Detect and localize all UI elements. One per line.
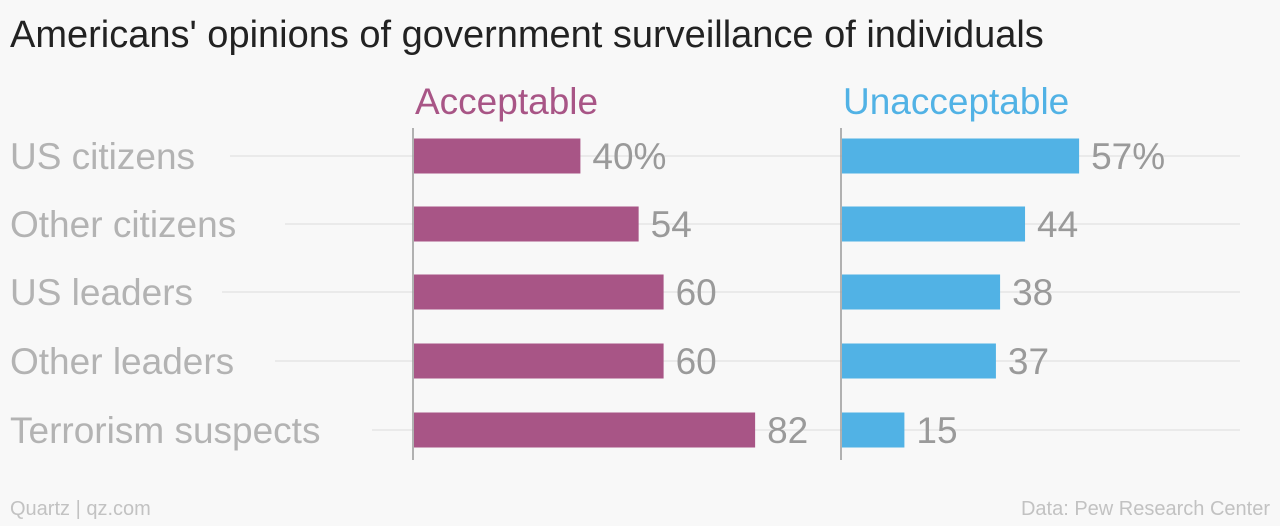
category-label: Other citizens: [10, 204, 236, 245]
series-header: Unacceptable: [843, 81, 1069, 122]
footer-credit: Quartz | qz.com: [10, 498, 151, 520]
data-label: 15: [916, 410, 957, 451]
category-label: US citizens: [10, 136, 195, 177]
data-label: 38: [1012, 272, 1053, 313]
bar: [842, 274, 1001, 310]
data-label: 60: [676, 272, 717, 313]
footer-source: Data: Pew Research Center: [1020, 498, 1270, 520]
bar: [842, 343, 996, 379]
bar: [842, 412, 905, 448]
data-label: 82: [767, 410, 808, 451]
data-label: 60: [676, 341, 717, 382]
data-label: 57%: [1091, 136, 1165, 177]
category-label: Terrorism suspects: [10, 410, 320, 451]
category-label: US leaders: [10, 272, 193, 313]
series-header: Acceptable: [415, 81, 598, 122]
bar: [414, 138, 581, 174]
data-label: 37: [1008, 341, 1049, 382]
data-label: 40%: [592, 136, 666, 177]
bar: [842, 138, 1080, 174]
bar: [842, 206, 1026, 242]
data-label: 54: [651, 204, 692, 245]
bar: [414, 343, 664, 379]
chart-title: Americans' opinions of government survei…: [10, 14, 1044, 56]
bar: [414, 274, 664, 310]
bar: [414, 206, 639, 242]
bar: [414, 412, 756, 448]
category-label: Other leaders: [10, 341, 234, 382]
data-label: 44: [1037, 204, 1078, 245]
